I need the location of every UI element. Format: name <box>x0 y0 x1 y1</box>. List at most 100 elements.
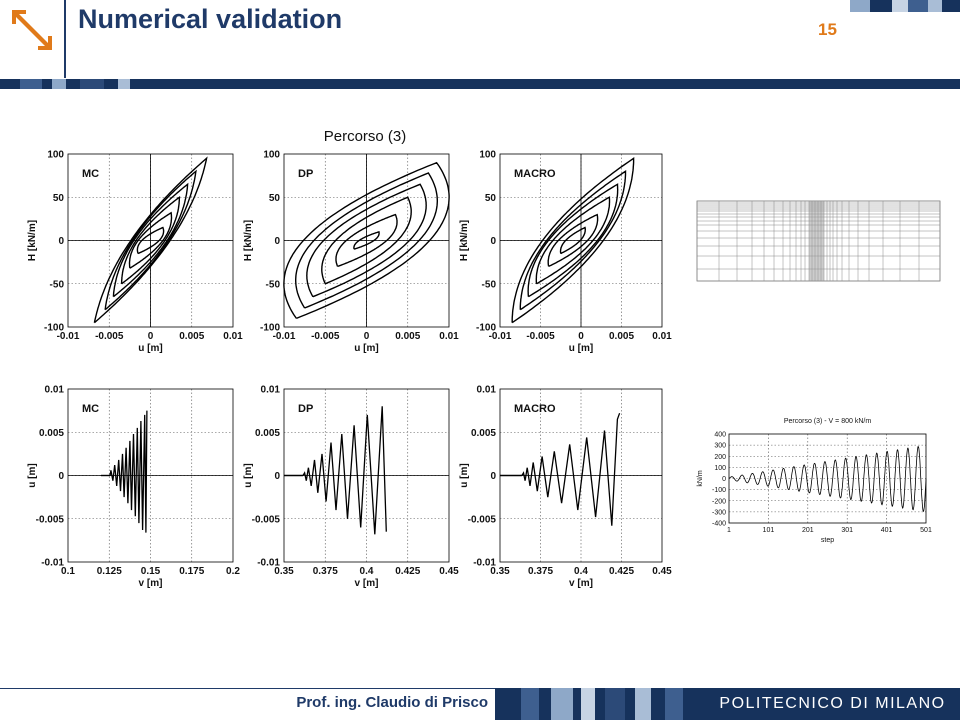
brand-bar: POLITECNICO DI MILANO <box>705 688 960 720</box>
x-tick-label: 201 <box>802 527 814 534</box>
finite-element-mesh <box>696 200 941 282</box>
x-axis-label: u [m] <box>138 343 162 354</box>
x-tick-label: 0.4 <box>360 566 374 577</box>
footer-rule <box>0 688 495 689</box>
x-axis-label: v [m] <box>355 578 379 589</box>
x-tick-label: -0.01 <box>273 331 296 342</box>
x-tick-label: 0.425 <box>395 566 420 577</box>
x-axis-label: v [m] <box>139 578 163 589</box>
hysteresis-loop <box>547 213 599 268</box>
hysteresis-loop <box>104 169 197 311</box>
page-title: Numerical validation <box>78 4 343 34</box>
hysteresis-loop <box>120 195 181 285</box>
hysteresis-loop <box>335 213 398 268</box>
y-tick-label: -50 <box>266 279 281 290</box>
y-axis-label: u [m] <box>243 463 254 487</box>
x-axis-label: v [m] <box>569 578 593 589</box>
force-history-line <box>728 445 927 513</box>
x-tick-label: 0.15 <box>141 566 161 577</box>
hysteresis-loop <box>559 226 586 255</box>
header-stripe <box>0 79 960 89</box>
footer-color-blocks <box>495 688 705 720</box>
x-tick-label: 0.005 <box>395 331 420 342</box>
y-tick-label: -0.005 <box>36 514 65 525</box>
x-tick-label: -0.01 <box>489 331 512 342</box>
figure-area: Percorso (3) -0.01 -0.005 0 0.005 0.01 100 50 0… <box>0 90 960 685</box>
x-axis-label: step <box>821 537 834 544</box>
foundation-block <box>809 201 824 281</box>
model-label: DP <box>298 403 313 415</box>
hysteresis-loop <box>136 226 165 255</box>
hysteresis-loop <box>112 182 189 298</box>
x-tick-label: 0.375 <box>528 566 553 577</box>
y-tick-label: 100 <box>479 150 496 161</box>
y-tick-label: 0.005 <box>255 428 280 439</box>
y-axis-label: H [kN/m] <box>459 220 470 261</box>
x-tick-label: -0.005 <box>526 331 555 342</box>
y-tick-label: 0 <box>490 471 496 482</box>
y-tick-label: 50 <box>269 193 281 204</box>
y-tick-label: 0.01 <box>477 385 497 396</box>
hysteresis-loop <box>353 230 380 250</box>
arrow-down-right-icon <box>12 10 52 50</box>
x-tick-label: 0.01 <box>223 331 243 342</box>
y-axis-label: H [kN/m] <box>27 220 38 261</box>
x-tick-label: 101 <box>763 527 775 534</box>
chart-4: 0.1 0.125 0.15 0.175 0.2 0.01 0.005 0 -0.005 -0.0… <box>27 385 240 590</box>
slide-footer: Prof. ing. Claudio di Prisco POLITECNICO… <box>0 688 960 720</box>
x-tick-label: 0.2 <box>226 566 240 577</box>
plot-frame <box>283 153 450 328</box>
y-tick-label: -0.01 <box>257 558 280 569</box>
y-tick-label: 100 <box>47 150 64 161</box>
x-axis-label: u [m] <box>569 343 593 354</box>
y-tick-label: -100 <box>712 487 726 494</box>
y-tick-label: -50 <box>50 279 65 290</box>
hysteresis-loop <box>295 172 438 309</box>
displacement-path <box>109 410 148 533</box>
x-tick-label: 0.01 <box>439 331 459 342</box>
y-tick-label: -100 <box>476 323 496 334</box>
hysteresis-loop <box>519 170 627 311</box>
x-tick-label: 0.01 <box>652 331 672 342</box>
y-tick-label: 0.01 <box>45 385 65 396</box>
x-tick-label: 0.425 <box>609 566 634 577</box>
x-tick-label: 0.45 <box>439 566 459 577</box>
x-tick-label: -0.01 <box>57 331 80 342</box>
y-tick-label: -0.005 <box>468 514 497 525</box>
y-tick-label: 300 <box>714 443 726 450</box>
x-tick-label: 0.1 <box>61 566 75 577</box>
y-tick-label: 100 <box>714 465 726 472</box>
y-tick-label: 400 <box>714 432 726 439</box>
model-label: MC <box>82 168 99 180</box>
hysteresis-loop <box>283 161 450 320</box>
model-label: MACRO <box>514 403 556 415</box>
hysteresis-loop <box>306 183 427 298</box>
hysteresis-loop <box>93 156 208 324</box>
plot-frame <box>499 153 663 328</box>
author-name: Prof. ing. Claudio di Prisco <box>296 694 488 711</box>
figure-title: Percorso (3) <box>324 128 407 145</box>
y-tick-label: -100 <box>44 323 64 334</box>
header-color-blocks <box>826 0 960 12</box>
y-tick-label: 0 <box>58 236 64 247</box>
y-tick-label: -50 <box>482 279 497 290</box>
x-tick-label: 501 <box>920 527 932 534</box>
y-tick-label: -0.005 <box>252 514 281 525</box>
page-number: 15 <box>818 20 837 39</box>
y-tick-label: 100 <box>263 150 280 161</box>
x-tick-label: 301 <box>841 527 853 534</box>
chart-5: 0.35 0.375 0.4 0.425 0.45 0.01 0.005 0 -0.005 -0.… <box>243 385 459 590</box>
y-tick-label: 0 <box>58 471 64 482</box>
x-tick-label: 0 <box>148 331 154 342</box>
x-tick-label: 0 <box>364 331 370 342</box>
x-axis-label: u [m] <box>354 343 378 354</box>
x-tick-label: 0.005 <box>179 331 204 342</box>
x-tick-label: -0.005 <box>311 331 340 342</box>
x-tick-label: 0.45 <box>652 566 672 577</box>
displacement-path <box>302 406 387 535</box>
chart-2: -0.01 -0.005 0 0.005 0.01 100 50 0 -50 -100 u [m] H… <box>243 150 459 355</box>
hysteresis-loop <box>128 211 173 269</box>
model-label: MACRO <box>514 168 556 180</box>
hysteresis-loop <box>527 183 619 298</box>
y-tick-label: 50 <box>53 193 65 204</box>
